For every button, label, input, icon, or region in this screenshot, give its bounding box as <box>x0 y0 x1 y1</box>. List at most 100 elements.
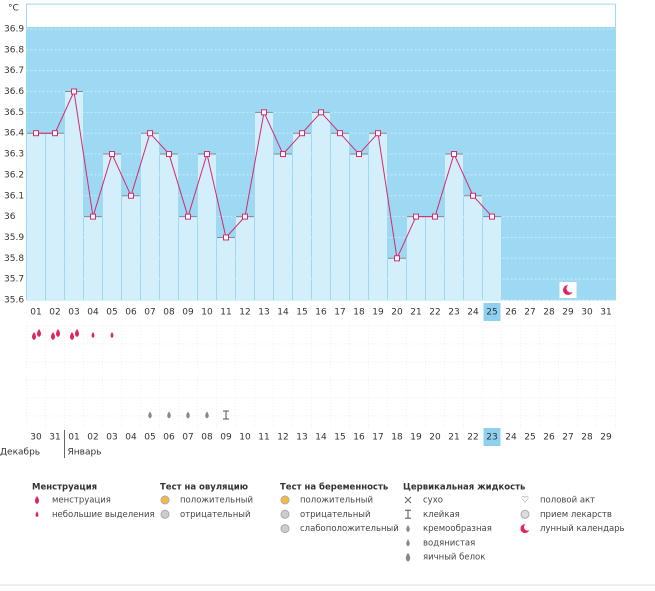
date-label: 04 <box>125 433 137 443</box>
x-tick-label: 08 <box>163 308 175 318</box>
y-tick-label: 35.6 <box>4 296 24 306</box>
x-tick-label: 06 <box>125 308 137 318</box>
point <box>90 213 96 220</box>
legend-icon <box>405 509 411 519</box>
legend-icon <box>35 511 39 518</box>
x-tick-label: 18 <box>353 308 365 318</box>
point <box>489 213 495 220</box>
point <box>413 213 419 220</box>
bar <box>312 112 330 300</box>
legend-item: отрицательный <box>300 510 370 520</box>
x-tick-label: 03 <box>68 308 79 318</box>
legend-item: лунный календарь <box>540 524 625 534</box>
bar <box>464 195 482 300</box>
legend-item: положительный <box>300 496 373 506</box>
legend-item: кремообразная <box>423 524 492 534</box>
menstruation-icon <box>75 329 79 337</box>
bar <box>350 154 368 300</box>
point <box>280 151 286 158</box>
point <box>204 151 210 158</box>
date-label: 03 <box>106 433 117 443</box>
menstruation-icon <box>51 332 55 340</box>
bar <box>141 133 159 300</box>
legend-title: Менструация <box>32 483 97 493</box>
date-label: 21 <box>448 433 459 443</box>
point <box>318 109 324 116</box>
date-label: 12 <box>277 433 288 443</box>
symbol-area <box>26 322 616 430</box>
date-label: 19 <box>410 433 422 443</box>
date-label: 01 <box>68 433 79 443</box>
bar <box>483 216 501 300</box>
x-tick-label: 13 <box>258 308 269 318</box>
month-label: Декабрь <box>0 448 40 458</box>
date-label: 05 <box>144 433 155 443</box>
unit-label: °C <box>8 4 19 14</box>
menstruation-icon <box>70 332 74 340</box>
watery-icon <box>186 411 190 419</box>
bar <box>426 216 444 300</box>
legend-icon <box>160 509 170 519</box>
date-label: 23 <box>486 433 497 443</box>
legend-item: менструация <box>52 496 111 506</box>
y-tick-label: 35.9 <box>4 233 24 243</box>
y-tick-label: 36.1 <box>4 191 24 201</box>
legend-item: положительный <box>180 496 253 506</box>
x-tick-label: 05 <box>106 308 117 318</box>
legend-title: Тест на беременность <box>280 482 388 493</box>
legend-item: яичный белок <box>423 553 485 563</box>
x-tick-label: 17 <box>334 308 345 318</box>
x-tick-label: 10 <box>201 308 213 318</box>
point <box>470 192 476 199</box>
point <box>261 109 267 116</box>
bar <box>331 133 349 300</box>
point <box>356 151 362 158</box>
bar <box>407 216 425 300</box>
legend-icon: ♡ <box>521 496 529 506</box>
legend-icon <box>280 495 290 505</box>
point <box>223 234 229 241</box>
bar <box>46 133 64 300</box>
date-label: 14 <box>315 433 327 443</box>
date-label: 20 <box>429 433 441 443</box>
bar <box>293 133 311 300</box>
sticky-icon <box>223 410 229 420</box>
date-label: 24 <box>505 433 517 443</box>
point <box>128 192 134 199</box>
legend-item: водянистая <box>423 538 475 548</box>
bar <box>27 133 45 300</box>
watery-icon <box>167 411 171 419</box>
bar <box>445 154 463 300</box>
y-tick-label: 36 <box>4 212 16 222</box>
legend-icon <box>406 525 410 533</box>
x-tick-label: 27 <box>524 308 535 318</box>
date-label: 11 <box>258 433 269 443</box>
date-label: 25 <box>524 433 535 443</box>
x-tick-label: 23 <box>448 308 459 318</box>
point <box>71 88 77 95</box>
today-highlight <box>483 303 501 321</box>
legend-item: прием лекарств <box>540 510 612 520</box>
y-tick-label: 36.8 <box>4 45 24 55</box>
date-label: 27 <box>562 433 573 443</box>
legend-title: Тест на овуляцию <box>160 483 248 493</box>
x-tick-label: 15 <box>296 308 307 318</box>
point <box>185 213 191 220</box>
x-tick-label: 20 <box>391 308 403 318</box>
y-tick-label: 36.3 <box>4 150 24 160</box>
date-label: 07 <box>182 433 193 443</box>
point <box>147 130 153 137</box>
legend-title: Цервикальная жидкость <box>403 483 525 493</box>
point <box>451 151 457 158</box>
bar <box>179 216 197 300</box>
month-label: Январь <box>68 448 102 458</box>
x-tick-label: 25 <box>486 308 497 318</box>
menstruation-icon <box>37 329 41 337</box>
bar <box>103 154 121 300</box>
legend-icon <box>404 496 412 504</box>
x-tick-label: 02 <box>49 308 60 318</box>
bar <box>84 216 102 300</box>
x-tick-label: 29 <box>562 308 574 318</box>
point <box>375 130 381 137</box>
